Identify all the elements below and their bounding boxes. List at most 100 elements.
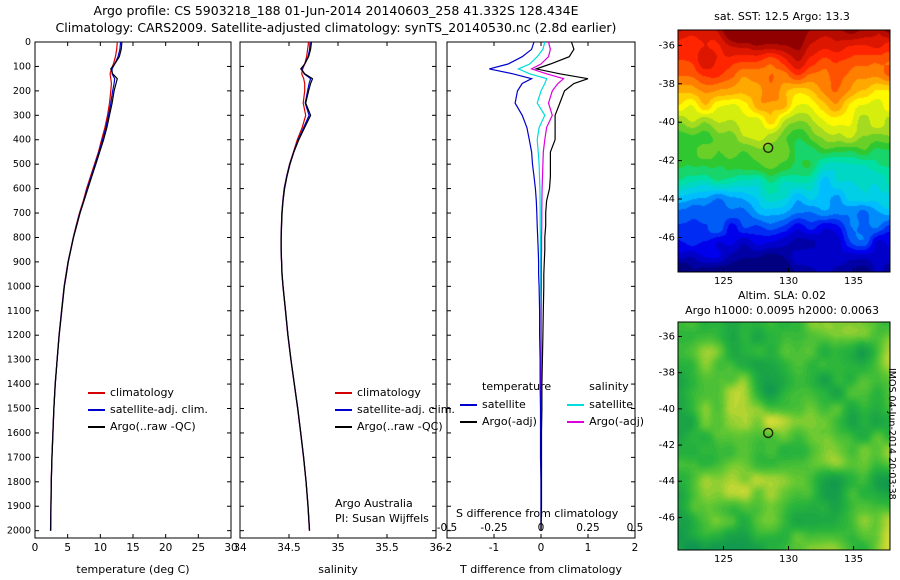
svg-text:1300: 1300	[7, 355, 31, 366]
svg-text:125: 125	[714, 554, 733, 565]
legend-item: Argo(..raw -QC)	[88, 418, 208, 435]
svg-text:1200: 1200	[7, 330, 31, 341]
satellite-s-diff-swatch	[567, 403, 585, 406]
satellite-t-diff-swatch	[460, 403, 477, 406]
argo-t-diff-swatch	[460, 420, 477, 423]
legend-item: Argo(-adj)	[460, 413, 551, 430]
legend-item: climatology	[335, 384, 455, 401]
svg-text:300: 300	[13, 110, 31, 121]
svg-text:1100: 1100	[7, 306, 31, 317]
svg-text:135: 135	[844, 554, 863, 565]
svg-text:34.5: 34.5	[277, 542, 300, 554]
legend-label: Argo(-adj)	[589, 415, 645, 428]
legend-item: satellite	[460, 396, 551, 413]
legend-group-header: salinity	[589, 380, 629, 393]
svg-text:20: 20	[159, 542, 172, 554]
legend-item: Argo(-adj)	[567, 413, 644, 430]
svg-text:5: 5	[64, 542, 71, 554]
argo-s-diff-swatch	[567, 420, 585, 423]
imos-timestamp: IMOS 04-Jun-2014 20:03:38	[886, 368, 897, 500]
salinity-legend: climatology satellite-adj. clim. Argo(..…	[335, 384, 455, 435]
temperature-profile-plot: 0 5 10 15 20 25 300100200300400500600700800900…	[7, 37, 238, 554]
svg-text:1800: 1800	[7, 477, 31, 488]
svg-text:400: 400	[13, 135, 31, 146]
svg-text:-44: -44	[659, 476, 675, 487]
sst-map-title: sat. SST: 12.5 Argo: 13.3	[714, 10, 850, 23]
svg-text:1700: 1700	[7, 452, 31, 463]
svg-text:700: 700	[13, 208, 31, 219]
sla-map-image	[678, 322, 890, 550]
satellite-clim-line-swatch	[88, 408, 105, 411]
svg-text:900: 900	[13, 257, 31, 268]
svg-text:0: 0	[538, 542, 545, 554]
svg-text:-40: -40	[659, 117, 675, 128]
svg-text:-38: -38	[659, 79, 675, 90]
figure-title-line1: Argo profile: CS 5903218_188 01-Jun-2014…	[93, 3, 579, 18]
svg-text:35.5: 35.5	[375, 542, 398, 554]
legend-label: satellite	[482, 398, 526, 411]
svg-text:-36: -36	[659, 40, 675, 51]
s-difference-caption: S difference from climatology	[456, 507, 619, 520]
svg-text:125: 125	[714, 276, 733, 287]
argo-australia-text: Argo Australia	[335, 497, 413, 510]
svg-text:1500: 1500	[7, 404, 31, 415]
temperature-axis-label: temperature (deg C)	[76, 563, 190, 576]
svg-text:-42: -42	[659, 440, 675, 451]
svg-text:1400: 1400	[7, 379, 31, 390]
svg-text:25: 25	[192, 542, 205, 554]
svg-text:130: 130	[779, 554, 798, 565]
sla-map-title-line1: Altim. SLA: 0.02	[737, 289, 827, 302]
sst-map-axes: 125 130 135 -36 -38 -40 -42 -44 -46	[659, 29, 891, 287]
svg-text:500: 500	[13, 159, 31, 170]
legend-label: Argo(..raw -QC)	[110, 420, 196, 433]
svg-text:0: 0	[25, 37, 31, 48]
salinity-profile-plot: 34 34.5 35 35.5 36	[233, 41, 443, 554]
svg-text:200: 200	[13, 86, 31, 97]
figure-title-line2: Climatology: CARS2009. Satellite-adjuste…	[55, 20, 617, 35]
legend-label: satellite	[589, 398, 633, 411]
svg-text:-0.25: -0.25	[480, 522, 507, 534]
salinity-diff-legend-column: salinity satellite Argo(-adj)	[567, 380, 644, 430]
svg-text:0: 0	[538, 522, 545, 534]
svg-text:10: 10	[94, 542, 107, 554]
legend-label: satellite-adj. clim.	[110, 403, 208, 416]
argo-raw-line-swatch	[88, 425, 105, 428]
svg-text:15: 15	[126, 542, 139, 554]
svg-text:-44: -44	[659, 194, 675, 205]
svg-text:0.5: 0.5	[627, 522, 644, 534]
legend-label: satellite-adj. clim.	[357, 403, 455, 416]
svg-text:35: 35	[331, 542, 344, 554]
legend-label: climatology	[110, 386, 174, 399]
svg-text:135: 135	[844, 276, 863, 287]
sst-map-image	[678, 30, 890, 272]
legend-label: climatology	[357, 386, 421, 399]
legend-group-header: temperature	[482, 380, 552, 393]
svg-text:34: 34	[233, 542, 247, 554]
svg-text:30: 30	[224, 542, 237, 554]
svg-text:-2: -2	[442, 542, 452, 554]
difference-axis-label: T difference from climatology	[460, 563, 622, 576]
difference-legend: temperature satellite Argo(-adj) salinit…	[460, 380, 644, 430]
temperature-legend: climatology satellite-adj. clim. Argo(..…	[88, 384, 208, 435]
sla-map-title-line2: Argo h1000: 0.0095 h2000: 0.0063	[685, 304, 879, 317]
difference-profile-plot: -2 -1 0 1 2 -0.5 -0.25 0 0.25 0.5	[437, 41, 643, 554]
satellite-clim-line-swatch	[335, 408, 352, 411]
svg-text:-38: -38	[659, 368, 675, 379]
argo-raw-line-swatch	[335, 425, 352, 428]
salinity-axis-label: salinity	[318, 563, 358, 576]
legend-item: satellite-adj. clim.	[335, 401, 455, 418]
legend-item: satellite	[567, 396, 644, 413]
svg-text:800: 800	[13, 232, 31, 243]
legend-label: Argo(-adj)	[482, 415, 537, 428]
svg-text:1: 1	[585, 542, 592, 554]
svg-text:-1: -1	[489, 542, 499, 554]
legend-label: Argo(..raw -QC)	[357, 420, 443, 433]
svg-text:-46: -46	[659, 232, 675, 243]
svg-text:-0.5: -0.5	[437, 522, 458, 534]
legend-item: Argo(..raw -QC)	[335, 418, 455, 435]
svg-text:130: 130	[779, 276, 798, 287]
legend-item: satellite-adj. clim.	[88, 401, 208, 418]
svg-text:-46: -46	[659, 512, 675, 523]
pi-annotation: Argo Australia PI: Susan Wijffels	[335, 496, 429, 526]
